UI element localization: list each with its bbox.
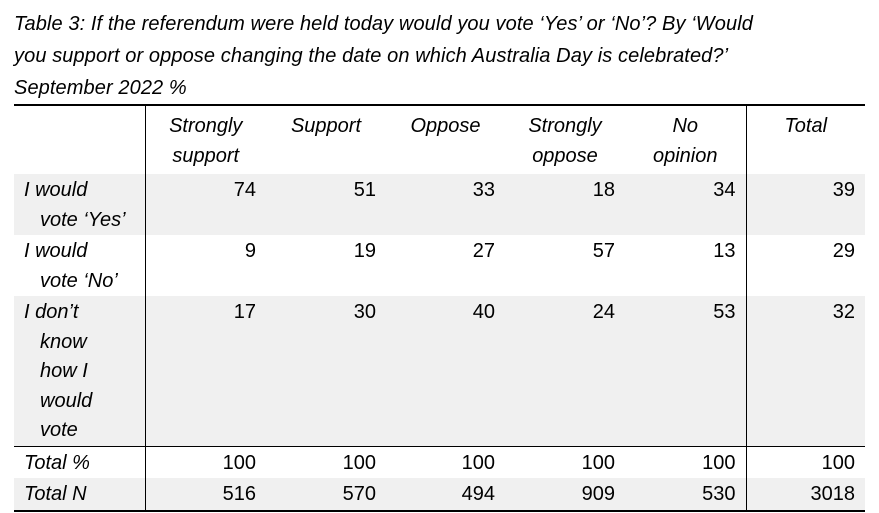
cell: 57	[592, 240, 615, 262]
row-label-line: vote	[40, 419, 78, 441]
col-header-line: Oppose	[410, 115, 481, 137]
row-label-line: vote ‘Yes’	[40, 208, 126, 231]
cell: 100	[625, 445, 746, 478]
cell: 40	[386, 296, 505, 446]
row-label-line: would	[40, 389, 93, 412]
cell: 100	[505, 445, 625, 478]
header-row: Strongly support Support Oppose Strongly…	[14, 105, 865, 174]
cell: 34	[625, 174, 746, 235]
cell: 17	[144, 296, 266, 446]
row-label: I don’t know how I would vote	[14, 296, 145, 446]
cell: 53	[625, 296, 746, 446]
table-row: I would vote ‘Yes’ 74 51 33 18 34 39	[14, 174, 865, 235]
row-label-line: I don’t	[24, 301, 79, 323]
col-header-strongly-support: Strongly support	[144, 105, 266, 174]
col-header-oppose: Oppose	[386, 105, 505, 174]
caption-line-3: September 2022 %	[14, 77, 187, 99]
cell: 516	[144, 478, 266, 512]
col-header-line: Strongly	[169, 115, 243, 137]
table-caption: Table 3: If the referendum were held tod…	[14, 8, 854, 104]
cell: 100	[144, 445, 266, 478]
caption-line-1: Table 3: If the referendum were held tod…	[14, 13, 753, 35]
row-label: I would vote ‘Yes’	[14, 174, 145, 235]
table-row: I would vote ‘No’ 9 19 27 57 13 29	[14, 235, 865, 296]
row-label: I would vote ‘No’	[14, 235, 145, 296]
cell: 74	[144, 174, 266, 235]
col-header-line: oppose	[532, 144, 598, 167]
total-n-row: Total N 516 570 494 909 530 3018	[14, 478, 865, 512]
col-header-line: Strongly	[528, 115, 602, 137]
cell: 27	[472, 240, 495, 262]
cell: 19	[353, 240, 376, 262]
cell: 13	[713, 240, 736, 262]
results-table: Strongly support Support Oppose Strongly…	[14, 104, 865, 512]
col-header-support: Support	[266, 105, 386, 174]
col-header-strongly-oppose: Strongly oppose	[505, 105, 625, 174]
row-label: Total N	[14, 478, 145, 512]
cell: 494	[386, 478, 505, 512]
cell: 570	[266, 478, 386, 512]
row-label-line: I would	[24, 240, 88, 262]
col-header-line: No	[672, 115, 699, 137]
cell: 18	[505, 174, 625, 235]
col-header-line: opinion	[652, 144, 718, 167]
cell: 24	[505, 296, 625, 446]
cell: 100	[266, 445, 386, 478]
cell-total: 39	[745, 174, 865, 235]
cell-total: 100	[745, 445, 865, 478]
cell: 530	[625, 478, 746, 512]
table-row: I don’t know how I would vote 17 30 40 2…	[14, 296, 865, 446]
cell-total: 3018	[745, 478, 865, 512]
col-header-line: Support	[290, 115, 362, 137]
row-label-line: vote ‘No’	[40, 269, 118, 292]
col-header-line: Total	[784, 115, 828, 137]
cell: 30	[266, 296, 386, 446]
col-header-total: Total	[745, 105, 865, 174]
cell: 100	[386, 445, 505, 478]
cell: 909	[505, 478, 625, 512]
header-stub	[14, 105, 145, 174]
total-percent-row: Total % 100 100 100 100 100 100	[14, 445, 865, 478]
row-label-line: know	[40, 330, 87, 353]
col-header-line: support	[172, 144, 240, 167]
row-label-line: I would	[24, 179, 88, 201]
cell: 51	[266, 174, 386, 235]
caption-line-2: you support or oppose changing the date …	[14, 45, 729, 67]
cell: 33	[386, 174, 505, 235]
col-header-no-opinion: No opinion	[625, 105, 746, 174]
row-label: Total %	[14, 445, 145, 478]
cell-total: 32	[745, 296, 865, 446]
row-label-line: how I	[40, 360, 88, 382]
cell: 9	[144, 235, 266, 296]
cell-total: 29	[745, 235, 865, 296]
